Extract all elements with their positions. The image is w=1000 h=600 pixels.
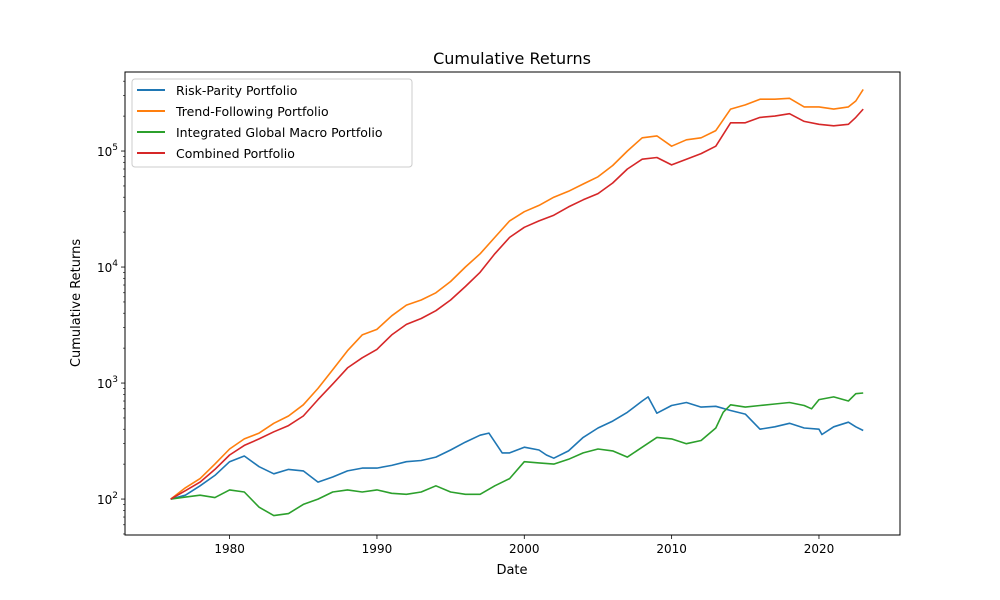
series-line-1 — [170, 88, 864, 500]
y-tick-label-2: 104 — [97, 259, 118, 275]
x-tick-label-0: 1980 — [214, 542, 245, 556]
plot-area — [124, 71, 901, 536]
x-tick-label-2: 2000 — [509, 542, 540, 556]
y-axis-label: Cumulative Returns — [69, 239, 84, 367]
y-tick-label-3: 105 — [97, 143, 118, 159]
chart-title: Cumulative Returns — [433, 49, 591, 68]
y-tick-label-1: 103 — [97, 375, 118, 391]
series-line-2 — [170, 392, 864, 517]
series-layer — [170, 88, 864, 517]
x-tick-label-4: 2020 — [804, 542, 835, 556]
plot-frame — [124, 71, 901, 536]
x-tick-label-3: 2010 — [656, 542, 687, 556]
series-line-3 — [170, 108, 864, 500]
series-line-0 — [170, 396, 864, 500]
y-axis: 102 103 104 105 — [97, 80, 125, 535]
x-axis: 1980 1990 2000 2010 2020 — [214, 535, 834, 556]
y-tick-label-0: 102 — [97, 491, 118, 507]
legend-label-3: Combined Portfolio — [176, 146, 295, 161]
legend-frame — [131, 78, 413, 168]
legend-label-1: Trend-Following Portfolio — [175, 104, 329, 119]
legend-label-2: Integrated Global Macro Portfolio — [176, 125, 383, 140]
legend: Risk-Parity Portfolio Trend-Following Por… — [131, 78, 413, 168]
x-tick-label-1: 1990 — [362, 542, 393, 556]
legend-label-0: Risk-Parity Portfolio — [176, 83, 297, 98]
x-axis-label: Date — [496, 563, 527, 578]
